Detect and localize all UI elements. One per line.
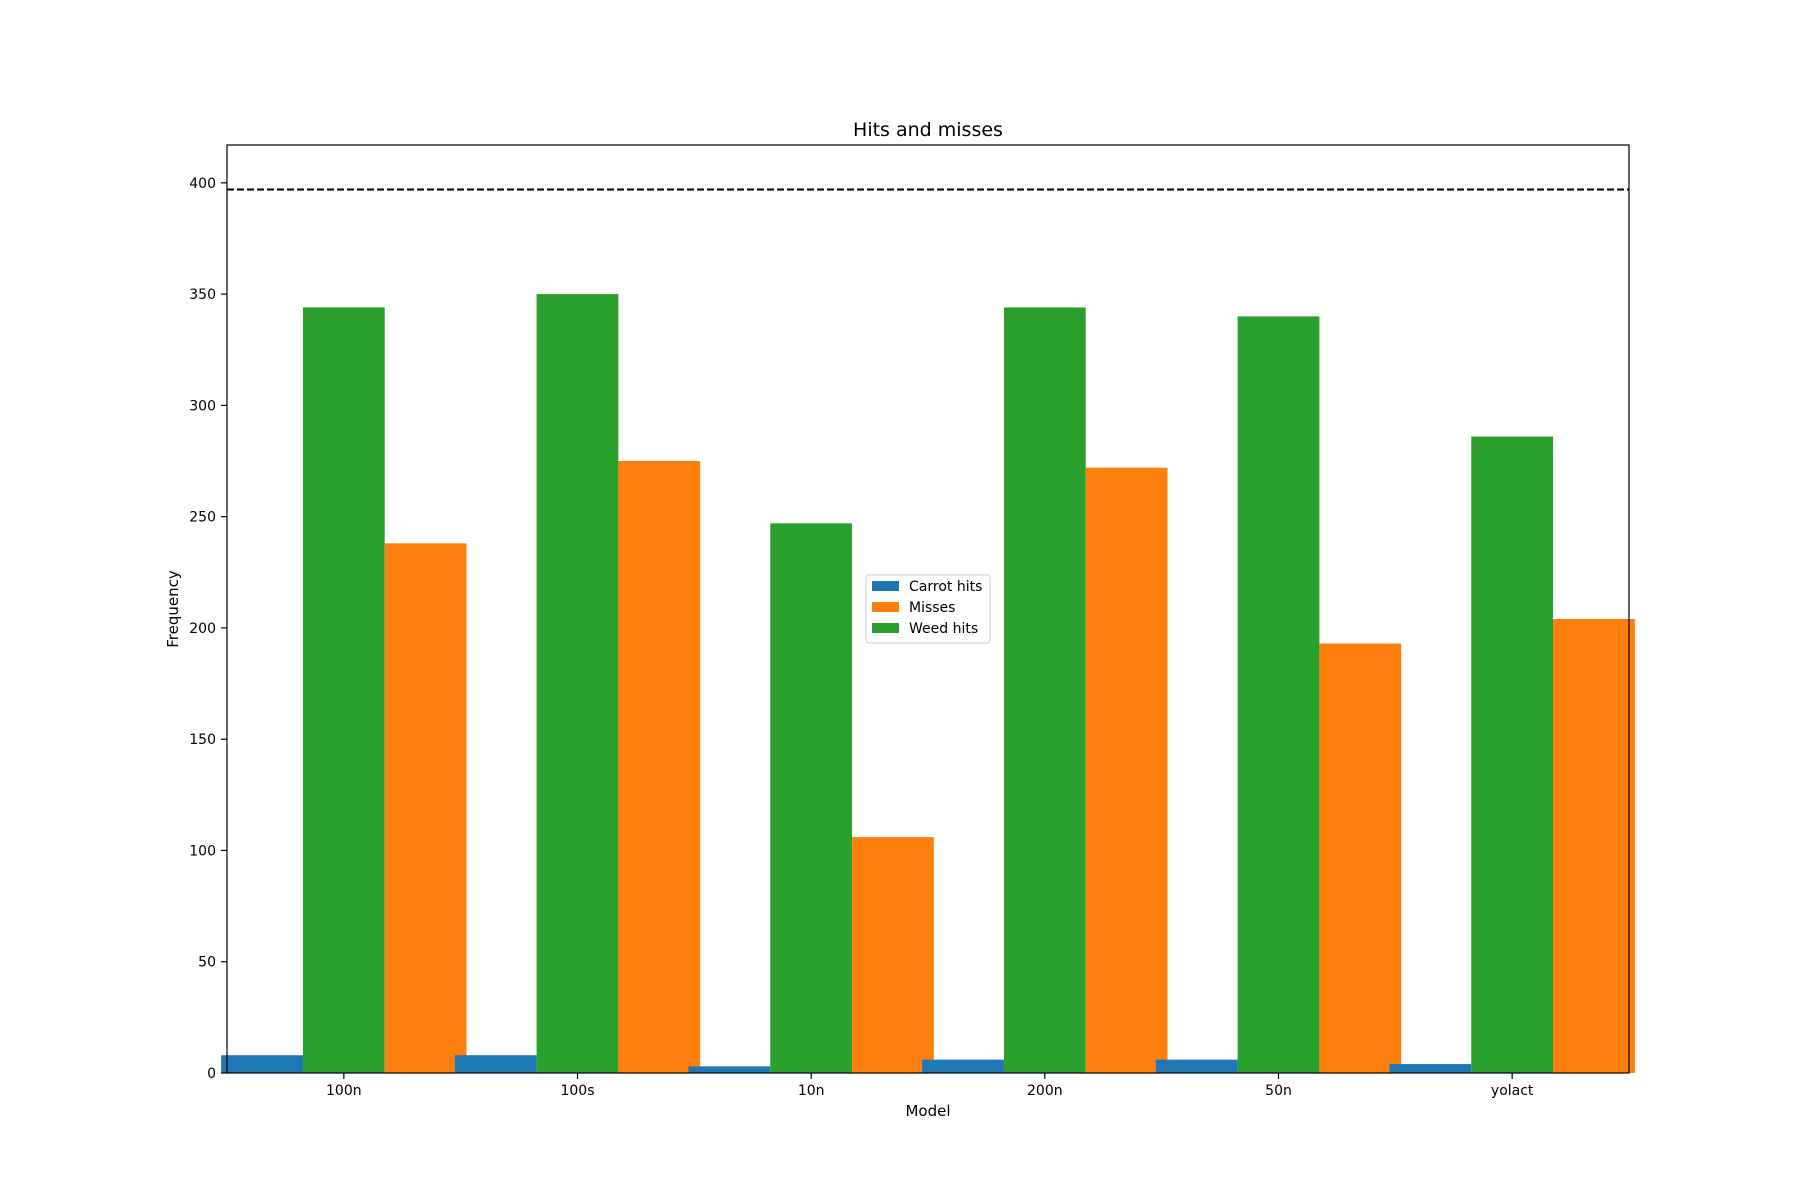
y-tick-label-150: 150 [189,732,216,748]
bar-carrot-hits-10n [688,1066,771,1073]
y-tick-label-200: 200 [189,621,216,637]
y-tick-label-100: 100 [189,843,216,859]
bar-weed-hits-yolact [1471,436,1554,1073]
y-tick-label-400: 400 [189,176,216,192]
bar-carrot-hits-100n [221,1055,303,1073]
bar-misses-100s [618,461,701,1073]
bar-weed-hits-200n [1003,307,1086,1074]
x-tick-label-200n: 200n [1027,1083,1063,1099]
bars-layer [221,294,1635,1074]
bar-misses-10n [852,837,934,1073]
y-tick-label-250: 250 [189,510,216,526]
y-axis-ticks: 0 50 100 150 200 250 300 350 400 [189,176,227,1082]
chart-title: Hits and misses [853,119,1003,141]
bar-weed-hits-50n [1237,316,1320,1073]
bar-weed-hits-10n [770,523,853,1073]
bar-carrot-hits-50n [1155,1059,1238,1073]
legend-label-carrot-hits: Carrot hits [909,579,982,595]
x-tick-label-100n: 100n [326,1083,362,1099]
y-tick-label-300: 300 [189,398,216,414]
legend-swatch-weed-hits [872,623,899,633]
x-tick-label-10n: 10n [798,1083,825,1099]
x-tick-label-yolact: yolact [1491,1083,1534,1099]
bar-carrot-hits-200n [922,1059,1004,1073]
x-axis-label: Model [905,1102,950,1120]
legend: Carrot hits Misses Weed hits [865,574,991,644]
y-axis-label: Frequency [164,570,182,648]
bar-carrot-hits-yolact [1389,1064,1472,1073]
bar-weed-hits-100s [536,294,619,1074]
bar-misses-200n [1085,467,1168,1073]
bar-carrot-hits-100s [454,1055,537,1073]
legend-swatch-carrot-hits [872,581,899,591]
bar-misses-100n [384,543,467,1073]
legend-label-misses: Misses [909,600,955,616]
legend-swatch-misses [872,602,899,612]
plot-frame [226,144,1630,1074]
x-axis-ticks: 100n 100s 10n 200n 50n yolact [326,1073,1534,1099]
x-tick-label-100s: 100s [560,1083,594,1099]
x-tick-label-50n: 50n [1265,1083,1292,1099]
y-tick-label-50: 50 [198,955,216,971]
bar-misses-yolact [1553,619,1635,1073]
bar-weed-hits-100n [302,307,385,1074]
y-tick-label-350: 350 [189,287,216,303]
bar-misses-50n [1319,643,1402,1073]
y-tick-label-0: 0 [207,1066,216,1082]
legend-label-weed-hits: Weed hits [909,621,978,637]
